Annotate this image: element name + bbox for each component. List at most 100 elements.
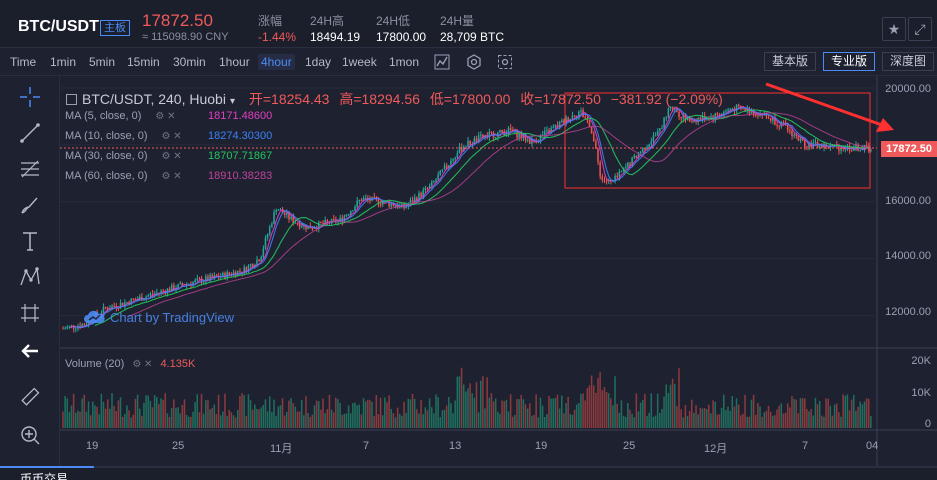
candle <box>407 203 410 207</box>
tradingview-watermark[interactable]: Chart by TradingView <box>84 309 234 325</box>
timeframe-4hour[interactable]: 4hour <box>258 54 295 70</box>
volume-legend[interactable]: Volume (20) ⚙ ✕ 4.135K <box>65 358 196 370</box>
volume-bar <box>482 376 484 428</box>
ma5-legend[interactable]: MA (5, close, 0) ⚙ ✕ <box>65 110 176 122</box>
volume-bar <box>173 399 175 428</box>
volume-bar <box>258 409 260 428</box>
volume-bar <box>458 376 461 428</box>
volume-bar <box>249 400 252 428</box>
ma60-legend[interactable]: MA (60, close, 0) ⚙ ✕ <box>65 170 182 182</box>
chart-canvas[interactable] <box>60 76 937 466</box>
volume-bar <box>686 416 689 428</box>
candle <box>725 111 727 113</box>
volume-bar <box>379 397 382 428</box>
volume-bar <box>543 417 546 428</box>
candle <box>859 150 861 152</box>
fullscreen-icon[interactable]: ⤢ <box>908 17 932 41</box>
candle <box>735 104 738 111</box>
candle <box>236 270 239 277</box>
measure-icon[interactable] <box>16 300 44 326</box>
timeframe-1week[interactable]: 1week <box>342 55 377 69</box>
timeframe-1mon[interactable]: 1mon <box>389 55 420 69</box>
settings-icon[interactable] <box>464 52 484 72</box>
volume-bar <box>222 411 224 428</box>
drawing-tools-sidebar <box>0 76 60 466</box>
view-basic-button[interactable]: 基本版 <box>764 52 817 71</box>
indicator-icon[interactable] <box>432 52 452 72</box>
volume-bar <box>533 414 535 428</box>
volume-bar <box>656 393 659 428</box>
volume-bar <box>654 415 657 428</box>
volume-bar <box>560 395 563 428</box>
volume-bar <box>759 406 761 428</box>
fib-icon[interactable] <box>16 156 44 182</box>
volume-bar <box>81 398 83 428</box>
crosshair-icon[interactable] <box>16 84 44 110</box>
candle <box>420 192 422 197</box>
volume-bar <box>509 394 512 428</box>
volume-bar <box>733 406 736 428</box>
ma10-legend[interactable]: MA (10, close, 0) ⚙ ✕ <box>65 130 182 142</box>
candle <box>791 130 793 137</box>
text-icon[interactable] <box>16 228 44 254</box>
ma30-legend[interactable]: MA (30, close, 0) ⚙ ✕ <box>65 150 182 162</box>
tab-spot-trading[interactable]: 币币交易 <box>0 466 94 480</box>
collapse-icon[interactable] <box>66 94 77 105</box>
volume-bar <box>307 413 309 428</box>
pattern-icon[interactable] <box>16 264 44 290</box>
timeframe-1day[interactable]: 1day <box>305 55 332 69</box>
candle <box>629 162 631 166</box>
candle <box>343 216 346 222</box>
ma-line <box>126 112 871 318</box>
ma10-value: 18274.30300 <box>208 130 273 142</box>
volume-bar <box>162 399 164 428</box>
brush-icon[interactable] <box>16 192 44 218</box>
volume-bar <box>420 400 422 428</box>
volume-bar <box>778 405 780 428</box>
timeframe-30min[interactable]: 30min <box>173 55 206 69</box>
candle <box>686 117 689 121</box>
volume-bar <box>673 383 676 428</box>
volume-bar <box>652 416 655 428</box>
candle <box>592 133 595 142</box>
candle <box>228 272 230 275</box>
candle <box>505 133 508 136</box>
symbol-label[interactable]: BTC/USDT, 240, Huobi <box>82 91 226 107</box>
zoom-in-icon[interactable] <box>16 422 44 448</box>
candle <box>558 122 561 128</box>
price-chart[interactable]: BTC/USDT, 240, Huobi ▾ 开=18254.43 高=18294… <box>60 76 937 466</box>
x-tick: 7 <box>802 440 809 452</box>
candle <box>209 275 211 281</box>
view-pro-button[interactable]: 专业版 <box>823 52 876 71</box>
volume-bar <box>254 404 256 428</box>
timeframe-1hour[interactable]: 1hour <box>219 55 250 69</box>
trend-arrow[interactable] <box>765 82 894 132</box>
candle <box>648 144 650 147</box>
candle <box>70 325 73 327</box>
candle <box>641 147 644 152</box>
volume-bar <box>192 411 194 428</box>
timeframe-time[interactable]: Time <box>10 55 37 69</box>
timeframe-5min[interactable]: 5min <box>89 55 116 69</box>
volume-bar <box>268 396 271 428</box>
screenshot-icon[interactable] <box>495 52 515 72</box>
pair-name[interactable]: BTC/USDT <box>18 18 99 35</box>
highlight-rectangle[interactable] <box>564 92 871 189</box>
view-depth-button[interactable]: 深度图 <box>882 52 935 71</box>
volume-bar <box>309 416 311 428</box>
volume-bar <box>558 408 561 428</box>
volume-bar <box>317 401 320 428</box>
candle <box>166 288 169 294</box>
stat-value-change: -1.44% <box>258 30 297 44</box>
back-arrow-icon[interactable] <box>16 338 44 364</box>
timeframe-1min[interactable]: 1min <box>50 55 77 69</box>
candle <box>597 148 599 163</box>
volume-bar <box>260 407 262 428</box>
star-icon[interactable]: ★ <box>882 17 906 41</box>
candle <box>155 292 158 294</box>
trendline-icon[interactable] <box>16 120 44 146</box>
candle <box>550 128 552 134</box>
timeframe-15min[interactable]: 15min <box>127 55 160 69</box>
ruler-icon[interactable] <box>16 384 44 410</box>
candle <box>646 146 648 150</box>
